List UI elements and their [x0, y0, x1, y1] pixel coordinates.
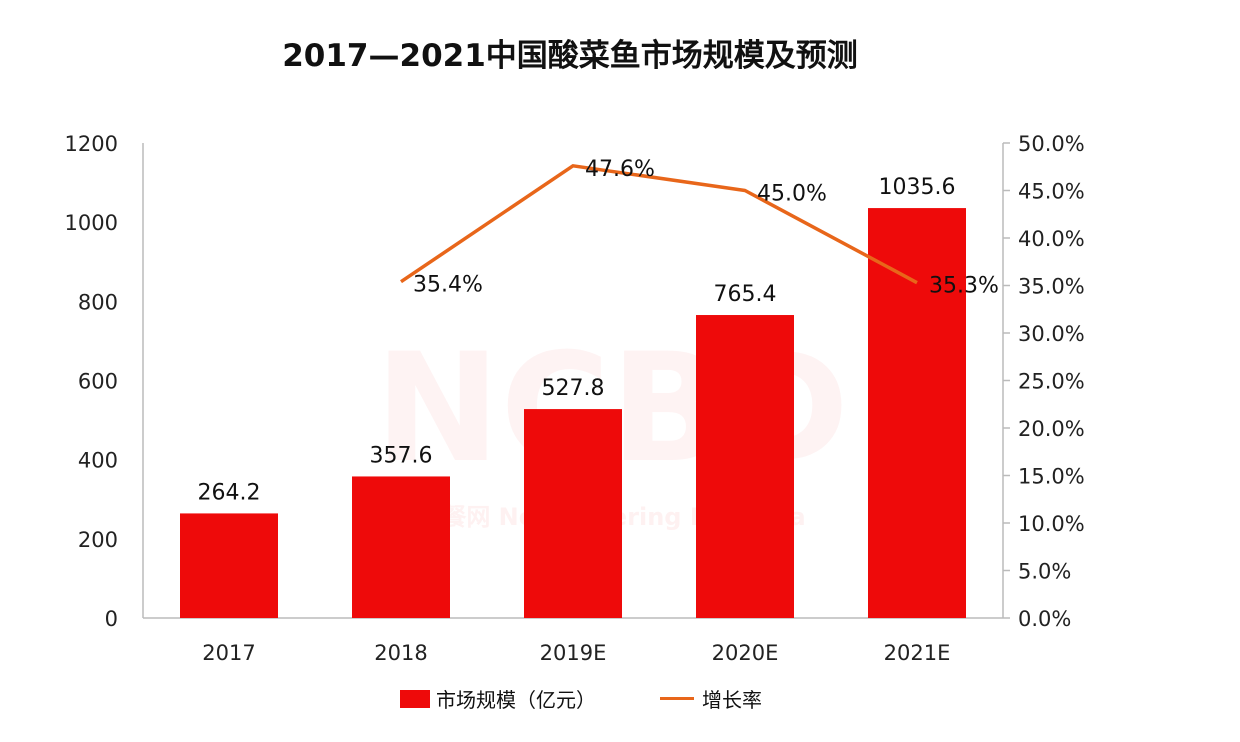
bar-data-label: 527.8 [542, 376, 605, 401]
line-data-label: 35.4% [413, 273, 483, 298]
y-right-tick-label: 50.0% [1018, 132, 1085, 156]
bar-data-label: 264.2 [198, 480, 261, 505]
bar [524, 409, 622, 618]
y-right-tick-label: 40.0% [1018, 227, 1085, 251]
line-data-label: 47.6% [585, 157, 655, 182]
y-right-tick-label: 15.0% [1018, 465, 1085, 489]
legend-swatch-line [660, 697, 694, 700]
bar [868, 208, 966, 618]
chart-title: 2017—2021中国酸菜鱼市场规模及预测 [282, 38, 858, 74]
bar [352, 476, 450, 618]
x-tick-label: 2017 [202, 641, 255, 665]
y-right-tick-label: 35.0% [1018, 275, 1085, 299]
bar-data-label: 1035.6 [879, 175, 956, 200]
x-tick-label: 2020E [712, 641, 779, 665]
y-right-tick-label: 5.0% [1018, 560, 1071, 584]
bar-data-label: 765.4 [714, 282, 777, 307]
x-tick-label: 2021E [884, 641, 951, 665]
growth-line [400, 164, 918, 285]
y-right-tick-label: 45.0% [1018, 180, 1085, 204]
y-left-tick-label: 400 [78, 449, 118, 473]
y-left-tick-label: 1200 [65, 132, 118, 156]
bar [180, 513, 278, 618]
y-right-tick-label: 25.0% [1018, 370, 1085, 394]
x-tick-label: 2018 [374, 641, 427, 665]
bar-data-label: 357.6 [370, 443, 433, 468]
legend-label-bar: 市场规模（亿元） [436, 688, 596, 712]
y-right-tick-label: 0.0% [1018, 607, 1071, 631]
y-left-tick-label: 800 [78, 290, 118, 314]
bar [696, 315, 794, 618]
y-left-tick-label: 600 [78, 370, 118, 394]
line-data-label: 45.0% [757, 182, 827, 207]
y-left-tick-label: 200 [78, 528, 118, 552]
y-right-tick-label: 30.0% [1018, 322, 1085, 346]
legend-item-bar: 市场规模（亿元） [400, 684, 596, 713]
y-right-tick-label: 10.0% [1018, 512, 1085, 536]
legend-swatch-bar [400, 689, 430, 708]
legend-item-line: 增长率 [660, 684, 762, 713]
legend-label-line: 增长率 [702, 688, 762, 712]
y-right-tick-label: 20.0% [1018, 417, 1085, 441]
line-data-label: 35.3% [929, 274, 999, 299]
y-left-tick-label: 1000 [65, 211, 118, 235]
x-tick-label: 2019E [540, 641, 607, 665]
y-left-tick-label: 0 [105, 607, 118, 631]
